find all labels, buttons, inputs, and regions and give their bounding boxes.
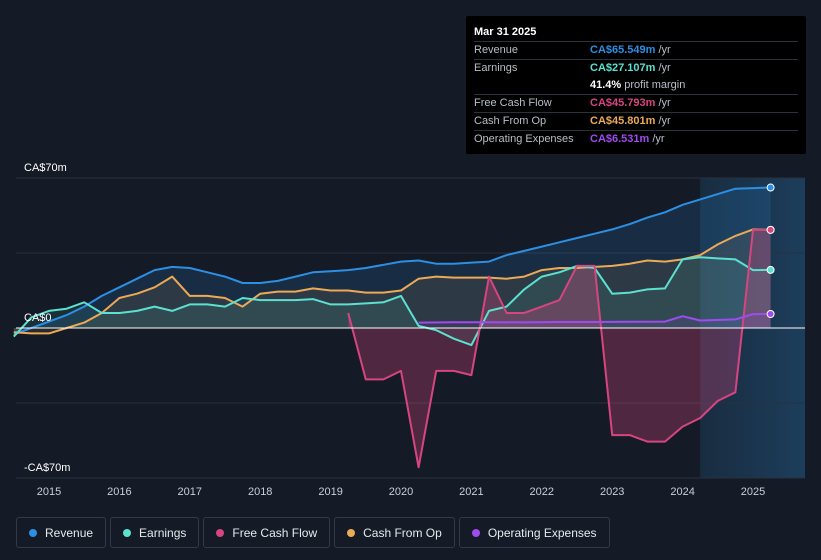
opex-area	[418, 314, 771, 328]
revenue-area	[13, 187, 771, 335]
opex-end-dot	[766, 310, 775, 319]
tooltip-row-unit: /yr	[658, 44, 671, 56]
tooltip-row: Earnings CA$27.107m/yr	[474, 59, 798, 77]
legend-item-earnings[interactable]: Earnings	[110, 517, 200, 548]
legend-dot-icon	[123, 528, 132, 537]
fcf-area	[348, 229, 771, 468]
legend-item-free-cash-flow[interactable]: Free Cash Flow	[203, 517, 331, 548]
x-tick-label: 2016	[107, 486, 131, 498]
tooltip-row-value: CA$27.107m	[590, 62, 656, 74]
y-axis-label: CA$70m	[24, 162, 67, 174]
x-tick-label: 2021	[459, 486, 483, 498]
legend-label: Earnings	[139, 525, 187, 540]
legend-dot-icon	[29, 528, 37, 537]
x-tick-label: 2017	[178, 486, 202, 498]
cfo-line	[13, 228, 771, 335]
earnings-line	[13, 256, 771, 347]
tooltip-row-unit: /yr	[658, 115, 671, 127]
legend-dot-icon	[347, 528, 356, 537]
tooltip-row-label	[474, 77, 590, 94]
tooltip-row-value: CA$65.549m	[590, 44, 656, 56]
tooltip-row-label: Operating Expenses	[474, 133, 574, 145]
legend-item-revenue[interactable]: Revenue	[16, 517, 107, 548]
x-tick-label: 2019	[318, 486, 342, 498]
legend-label: Cash From Op	[363, 525, 442, 540]
tooltip-row-unit: /yr	[652, 133, 665, 145]
x-tick-label: 2020	[389, 486, 413, 498]
legend-label: Free Cash Flow	[232, 525, 318, 540]
legend-dot-icon	[216, 528, 225, 537]
y-axis-label: CA$0	[24, 312, 52, 324]
tooltip-row-value: CA$45.801m	[590, 115, 656, 127]
tooltip-row-value: 41.4%	[590, 79, 622, 91]
tooltip-row-label: Cash From Op	[474, 115, 547, 127]
fcf-end-dot	[766, 225, 775, 234]
tooltip-row-label: Earnings	[474, 62, 518, 74]
earnings-area	[13, 257, 771, 346]
tooltip-row-value: CA$45.793m	[590, 97, 656, 109]
x-tick-label: 2022	[530, 486, 554, 498]
tooltip-row-unit: /yr	[658, 62, 671, 74]
legend-label: Revenue	[45, 525, 94, 540]
x-tick-label: 2015	[37, 486, 61, 498]
y-axis-label: -CA$70m	[24, 462, 70, 474]
x-tick-label: 2024	[670, 486, 694, 498]
tooltip-row: Operating Expenses CA$6.531m/yr	[474, 130, 798, 148]
tooltip-row: Cash From Op CA$45.801m/yr	[474, 112, 798, 130]
fcf-line	[347, 228, 771, 469]
revenue-end-dot	[766, 183, 775, 192]
tooltip-row-label: Free Cash Flow	[474, 97, 552, 109]
revenue-line	[13, 186, 771, 336]
opex-line	[418, 313, 771, 324]
tooltip-row-label: Revenue	[474, 44, 519, 56]
tooltip-panel: Mar 31 2025 Revenue CA$65.549m/yr Earnings…	[466, 16, 806, 154]
tooltip-row: Revenue CA$65.549m/yr	[474, 41, 798, 59]
earnings-end-dot	[766, 265, 775, 274]
legend-item-cash-from-op[interactable]: Cash From Op	[334, 517, 455, 548]
tooltip-row-unit: /yr	[658, 97, 671, 109]
legend-label: Operating Expenses	[487, 525, 597, 540]
x-tick-label: 2023	[600, 486, 624, 498]
tooltip-row: Free Cash Flow CA$45.793m/yr	[474, 94, 798, 112]
tooltip-row-value: CA$6.531m	[590, 133, 650, 145]
tooltip-row-unit: profit margin	[624, 79, 686, 91]
legend-item-operating-expenses[interactable]: Operating Expenses	[458, 517, 610, 548]
legend-dot-icon	[471, 528, 480, 537]
legend: Revenue Earnings Free Cash Flow Cash From O…	[16, 517, 610, 548]
x-tick-label: 2018	[248, 486, 272, 498]
tooltip-date: Mar 31 2025	[474, 26, 537, 38]
x-tick-label: 2025	[741, 486, 765, 498]
tooltip-row: 41.4% profit margin	[474, 77, 798, 94]
cfo-area	[13, 229, 771, 334]
